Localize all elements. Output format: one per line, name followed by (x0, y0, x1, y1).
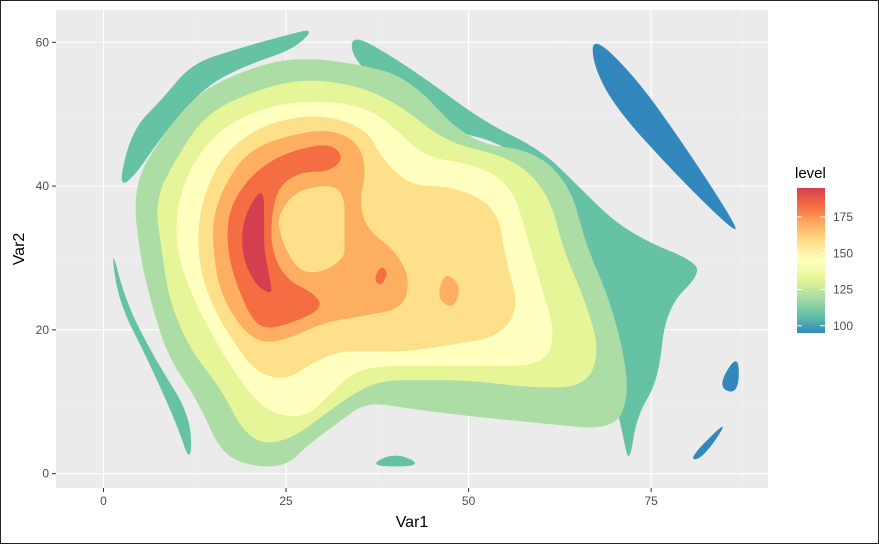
legend-tick-label: 125 (833, 283, 853, 297)
y-axis-title: Var2 (11, 233, 28, 266)
axes: 0 25 50 75 0 20 40 60 (36, 35, 659, 508)
y-tick-label: 60 (36, 35, 50, 49)
x-tick-label: 25 (279, 494, 293, 508)
legend-tick-label: 175 (833, 210, 853, 224)
contour-band-100 (693, 426, 723, 460)
x-tick-label: 50 (462, 494, 476, 508)
contour-band-112 (121, 30, 309, 183)
legend-tick-label: 100 (833, 319, 853, 333)
contour-band-100 (722, 361, 739, 392)
x-tick-label: 0 (100, 494, 107, 508)
legend-colorbar (797, 188, 825, 333)
contour-band-100 (592, 43, 736, 230)
x-tick-label: 75 (644, 494, 658, 508)
contour-band-175 (439, 275, 459, 306)
y-tick-label: 0 (42, 467, 49, 481)
contour-band-195 (242, 193, 272, 293)
contour-band-162 (278, 186, 345, 273)
contour-band-112 (113, 258, 192, 455)
legend-tick-label: 150 (833, 246, 853, 260)
contour-band-187 (375, 267, 387, 285)
y-tick-label: 40 (36, 179, 50, 193)
contour-band-112 (376, 455, 416, 467)
y-tick-label: 20 (36, 323, 50, 337)
x-axis-title: Var1 (396, 514, 429, 531)
contour-bands (113, 30, 739, 467)
legend-ticks: 100 125 150 175 (797, 210, 853, 333)
legend: level 100 125 150 175 (795, 165, 853, 333)
legend-title: level (795, 165, 826, 182)
